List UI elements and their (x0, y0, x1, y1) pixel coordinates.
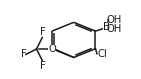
Text: O: O (48, 44, 56, 54)
Text: OH: OH (106, 15, 121, 25)
Text: F: F (40, 27, 46, 37)
Text: Cl: Cl (98, 49, 108, 59)
Text: OH: OH (106, 24, 121, 34)
Text: F: F (21, 49, 26, 59)
Text: B: B (103, 22, 111, 32)
Text: F: F (40, 61, 46, 71)
